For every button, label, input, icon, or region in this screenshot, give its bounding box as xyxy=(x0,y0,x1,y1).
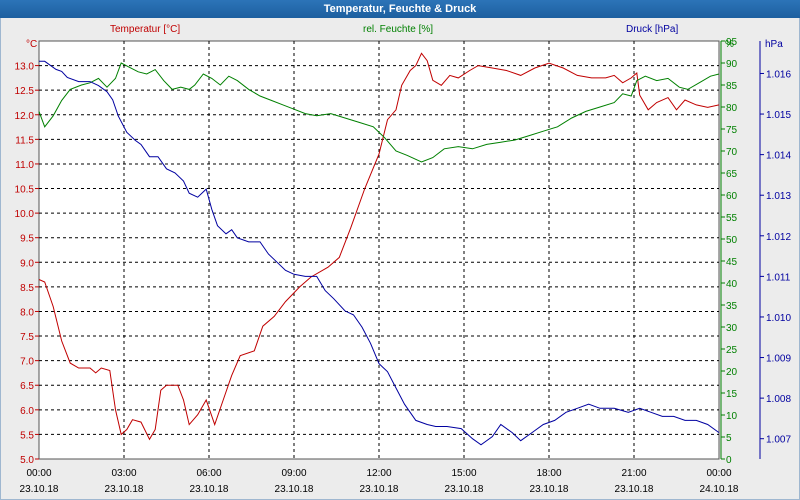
temperature-tick-label: 5.0 xyxy=(20,455,34,466)
humidity-tick-label: 95 xyxy=(726,37,738,48)
temperature-tick-label: 11.0 xyxy=(15,160,34,171)
x-tick-date: 23.10.18 xyxy=(360,484,399,495)
humidity-axis-title: rel. Feuchte [%] xyxy=(363,24,434,35)
humidity-tick-label: 0 xyxy=(726,455,732,466)
temperature-tick-label: 8.5 xyxy=(20,283,34,294)
pressure-tick-label: 1.009 xyxy=(766,354,791,365)
humidity-tick-label: 40 xyxy=(726,279,738,290)
humidity-tick-label: 25 xyxy=(726,345,738,356)
pressure-tick-label: 1.016 xyxy=(766,69,791,80)
humidity-tick-label: 5 xyxy=(726,433,732,444)
pressure-tick-label: 1.012 xyxy=(766,232,791,243)
x-tick-date: 23.10.18 xyxy=(530,484,569,495)
temperature-tick-label: 6.5 xyxy=(20,381,34,392)
grid xyxy=(39,41,719,459)
x-tick-date: 24.10.18 xyxy=(700,484,739,495)
humidity-tick-label: 20 xyxy=(726,367,738,378)
humidity-unit: % xyxy=(725,39,734,50)
temperature-axis-title: Temperatur [°C] xyxy=(110,24,181,35)
x-tick-time: 03:00 xyxy=(111,468,136,479)
pressure-unit: hPa xyxy=(765,39,783,50)
series-line-pressure xyxy=(39,60,720,446)
humidity-tick-label: 65 xyxy=(726,169,738,180)
pressure-axis-title: Druck [hPa] xyxy=(626,24,679,35)
temperature-tick-label: 8.0 xyxy=(20,307,34,318)
x-tick-date: 23.10.18 xyxy=(615,484,654,495)
x-tick-time: 06:00 xyxy=(196,468,221,479)
temperature-tick-label: 7.0 xyxy=(20,357,34,368)
x-tick-time: 00:00 xyxy=(706,468,731,479)
temperature-tick-label: 10.0 xyxy=(15,209,35,220)
temperature-tick-label: 13.0 xyxy=(15,62,35,73)
x-tick-date: 23.10.18 xyxy=(105,484,144,495)
pressure-tick-label: 1.010 xyxy=(766,313,791,324)
temperature-tick-label: 9.0 xyxy=(20,258,34,269)
pressure-tick-label: 1.014 xyxy=(766,151,791,162)
series-lines xyxy=(38,52,720,446)
axes: 00:00 23.10.18 03:00 23.10.18 06:00 23.10.18 0… xyxy=(15,37,792,495)
pressure-tick-label: 1.015 xyxy=(766,110,791,121)
series-line-humidity xyxy=(38,62,720,163)
humidity-tick-label: 90 xyxy=(726,59,738,70)
x-tick-date: 23.10.18 xyxy=(20,484,59,495)
x-tick-time: 15:00 xyxy=(451,468,476,479)
humidity-tick-label: 35 xyxy=(726,301,738,312)
temperature-tick-label: 12.5 xyxy=(15,86,35,97)
x-tick-time: 21:00 xyxy=(621,468,646,479)
humidity-tick-label: 70 xyxy=(726,147,738,158)
temperature-tick-label: 6.0 xyxy=(20,406,34,417)
x-tick-time: 12:00 xyxy=(366,468,391,479)
x-tick-time: 00:00 xyxy=(26,468,51,479)
x-tick-time: 09:00 xyxy=(281,468,306,479)
temperature-tick-label: 12.0 xyxy=(15,111,35,122)
temperature-tick-label: 11.5 xyxy=(15,135,34,146)
humidity-tick-label: 50 xyxy=(726,235,738,246)
humidity-tick-label: 55 xyxy=(726,213,738,224)
x-tick-date: 23.10.18 xyxy=(445,484,484,495)
humidity-tick-label: 10 xyxy=(726,411,738,422)
temperature-unit: °C xyxy=(26,39,38,50)
humidity-tick-label: 45 xyxy=(726,257,738,268)
series-line-temperature xyxy=(38,52,720,441)
pressure-tick-label: 1.007 xyxy=(766,435,791,446)
temperature-tick-label: 7.5 xyxy=(20,332,34,343)
humidity-tick-label: 15 xyxy=(726,389,738,400)
humidity-tick-label: 85 xyxy=(726,81,738,92)
pressure-tick-label: 1.008 xyxy=(766,394,791,405)
humidity-tick-label: 30 xyxy=(726,323,738,334)
pressure-tick-label: 1.013 xyxy=(766,191,791,202)
x-tick-time: 18:00 xyxy=(536,468,561,479)
x-tick-date: 23.10.18 xyxy=(190,484,229,495)
x-tick-date: 23.10.18 xyxy=(275,484,314,495)
temperature-tick-label: 9.5 xyxy=(20,234,34,245)
temperature-tick-label: 5.5 xyxy=(20,430,34,441)
temperature-tick-label: 10.5 xyxy=(15,185,35,196)
humidity-tick-label: 60 xyxy=(726,191,738,202)
pressure-tick-label: 1.011 xyxy=(766,272,791,283)
window-title: Temperatur, Feuchte & Druck xyxy=(0,0,800,18)
humidity-tick-label: 75 xyxy=(726,125,738,136)
humidity-tick-label: 80 xyxy=(726,103,738,114)
